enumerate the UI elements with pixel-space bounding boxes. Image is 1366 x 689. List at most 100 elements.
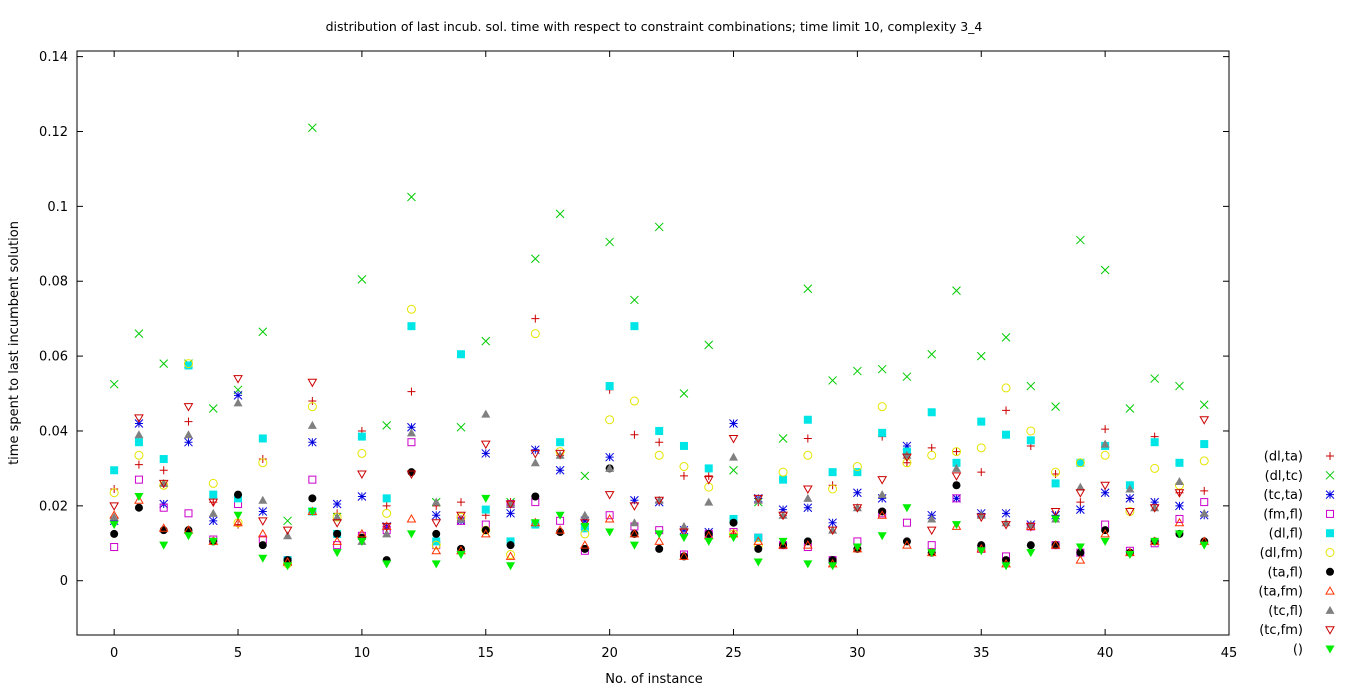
data-point (456, 511, 466, 521)
legend-marker (1325, 490, 1335, 499)
data-point (407, 192, 416, 202)
data-point (382, 501, 391, 510)
data-point (257, 528, 268, 538)
data-point (679, 389, 689, 398)
data-point (803, 284, 813, 294)
data-point (605, 237, 614, 247)
data-point (1199, 456, 1209, 466)
data-point (1200, 440, 1209, 449)
series-6 (110, 464, 1209, 565)
data-point (977, 468, 986, 477)
data-point (778, 511, 788, 521)
data-point (877, 364, 887, 374)
data-point (852, 543, 862, 552)
y-tick-label: 0.1 (47, 200, 68, 215)
data-point (308, 494, 317, 503)
data-point (952, 286, 961, 295)
legend-item: (ta,fm) (1258, 585, 1335, 600)
data-point (307, 378, 318, 388)
data-point (1001, 562, 1011, 571)
data-point (1150, 374, 1160, 383)
data-point (530, 445, 540, 455)
x-tick-label: 40 (1097, 646, 1114, 661)
data-point (1026, 426, 1036, 436)
data-point (778, 537, 788, 546)
data-point (357, 537, 367, 546)
series-10 (109, 492, 1209, 571)
data-point (704, 464, 713, 473)
data-point (134, 438, 143, 447)
data-point (481, 494, 491, 503)
data-point (1100, 537, 1110, 546)
data-point (852, 543, 863, 553)
legend-marker (1326, 452, 1334, 460)
data-point (109, 379, 119, 389)
legend-item: (fm,fl) (1263, 507, 1334, 522)
series-0 (110, 314, 1209, 566)
data-point (729, 518, 738, 527)
data-point (1025, 522, 1036, 532)
data-point (951, 447, 961, 457)
data-point (580, 544, 589, 553)
data-point (927, 408, 936, 417)
data-point (704, 471, 713, 480)
data-point (332, 536, 342, 545)
data-point (233, 398, 243, 407)
data-point (927, 514, 937, 523)
data-point (233, 391, 243, 400)
legend-label: (dl,fm) (1260, 546, 1303, 561)
data-point (555, 449, 565, 459)
data-point (1076, 458, 1085, 467)
data-point (282, 526, 293, 536)
data-point (407, 422, 416, 432)
legend-item: (ta,fl) (1267, 565, 1334, 580)
data-point (853, 366, 862, 376)
data-point (779, 475, 788, 484)
data-point (407, 322, 416, 331)
data-point (753, 495, 763, 504)
data-point (406, 470, 417, 480)
data-point (1199, 541, 1209, 550)
data-point (184, 361, 193, 370)
data-point (480, 528, 491, 538)
data-point (307, 402, 317, 412)
data-point (605, 511, 614, 520)
data-point (531, 314, 540, 323)
legend-item: (tc,fm) (1259, 623, 1335, 638)
data-point (803, 560, 813, 569)
data-point (802, 540, 813, 549)
data-point (1075, 489, 1086, 498)
data-point (134, 450, 144, 460)
data-point (159, 466, 168, 475)
data-point (803, 493, 813, 502)
data-point (878, 428, 887, 437)
data-point (407, 387, 416, 396)
data-point (1075, 543, 1085, 552)
data-point (1150, 463, 1160, 473)
data-point (1199, 400, 1209, 410)
data-point (308, 123, 317, 133)
data-point (208, 404, 218, 413)
data-point (852, 504, 863, 513)
data-point (852, 503, 862, 512)
data-point (382, 508, 392, 518)
data-point (580, 522, 590, 531)
data-point (729, 534, 739, 543)
data-point (407, 438, 416, 447)
data-point (951, 472, 962, 481)
data-point (432, 529, 441, 538)
legend-label: (dl,fl) (1269, 527, 1303, 542)
x-tick-label: 20 (601, 646, 618, 661)
x-tick-label: 25 (725, 646, 742, 661)
data-point (406, 304, 416, 314)
data-point (109, 521, 119, 530)
data-point (184, 526, 193, 535)
x-tick-label: 10 (354, 646, 371, 661)
data-point (555, 209, 565, 219)
data-point (1026, 549, 1036, 558)
data-point (902, 504, 912, 513)
data-point (902, 372, 912, 382)
legend-label: (dl,tc) (1265, 469, 1303, 484)
data-point (110, 529, 119, 538)
data-point (630, 495, 639, 505)
